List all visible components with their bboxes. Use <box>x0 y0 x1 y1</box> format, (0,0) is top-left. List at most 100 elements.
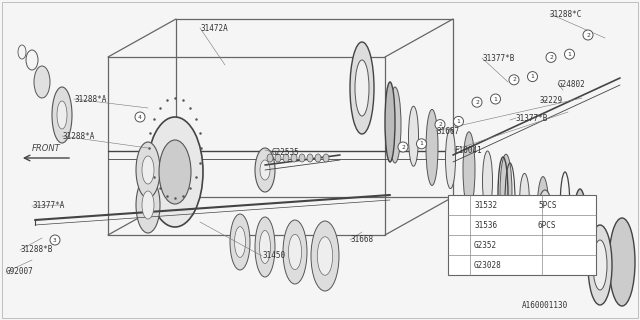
Ellipse shape <box>283 220 307 284</box>
Ellipse shape <box>355 60 369 116</box>
Ellipse shape <box>445 129 456 188</box>
Circle shape <box>398 142 408 152</box>
Text: G92007: G92007 <box>6 268 34 276</box>
Text: 1: 1 <box>457 202 461 208</box>
Text: 2: 2 <box>457 222 461 228</box>
Ellipse shape <box>483 151 493 211</box>
Text: G2352: G2352 <box>474 241 497 250</box>
Text: 1: 1 <box>456 119 460 124</box>
Ellipse shape <box>575 204 585 260</box>
Ellipse shape <box>260 160 270 180</box>
Text: 31377*A: 31377*A <box>32 202 65 211</box>
Ellipse shape <box>574 199 586 275</box>
Text: 2: 2 <box>586 33 590 37</box>
Ellipse shape <box>291 154 297 162</box>
Text: G24802: G24802 <box>558 79 586 89</box>
Text: 31288*A: 31288*A <box>62 132 94 140</box>
Circle shape <box>454 260 465 270</box>
Ellipse shape <box>593 240 607 290</box>
Ellipse shape <box>588 225 612 305</box>
Ellipse shape <box>259 230 271 263</box>
Text: 2: 2 <box>512 77 516 82</box>
Text: 31288*A: 31288*A <box>74 94 106 103</box>
Circle shape <box>454 239 465 251</box>
Text: 2: 2 <box>549 55 553 60</box>
Text: 31377*B: 31377*B <box>482 53 515 62</box>
Ellipse shape <box>537 190 553 250</box>
Ellipse shape <box>573 189 587 275</box>
Circle shape <box>509 75 519 85</box>
Ellipse shape <box>609 218 635 306</box>
Text: 31377*B: 31377*B <box>516 114 548 123</box>
Ellipse shape <box>311 221 339 291</box>
Ellipse shape <box>267 154 273 162</box>
Circle shape <box>435 120 445 130</box>
Circle shape <box>527 72 538 82</box>
Ellipse shape <box>234 227 246 257</box>
Ellipse shape <box>557 196 566 256</box>
Ellipse shape <box>315 154 321 162</box>
Bar <box>448 195 596 275</box>
Ellipse shape <box>283 154 289 162</box>
Ellipse shape <box>500 154 512 230</box>
Circle shape <box>490 94 500 104</box>
Text: 31472A: 31472A <box>200 23 228 33</box>
Ellipse shape <box>350 42 374 134</box>
Ellipse shape <box>255 148 275 192</box>
Ellipse shape <box>52 87 72 143</box>
Ellipse shape <box>323 154 329 162</box>
Text: F10041: F10041 <box>454 146 482 155</box>
Circle shape <box>50 235 60 245</box>
Ellipse shape <box>136 177 160 233</box>
Ellipse shape <box>289 234 301 269</box>
Text: 1: 1 <box>531 74 534 79</box>
Ellipse shape <box>142 191 154 219</box>
Circle shape <box>472 97 482 107</box>
Text: 6PCS: 6PCS <box>538 220 557 229</box>
Text: G22535: G22535 <box>272 148 300 156</box>
Text: 2: 2 <box>401 145 405 149</box>
Text: 32229: 32229 <box>540 95 563 105</box>
Circle shape <box>417 139 426 149</box>
Ellipse shape <box>385 82 395 162</box>
Text: 1: 1 <box>568 52 572 57</box>
Ellipse shape <box>463 132 475 208</box>
Text: 4: 4 <box>138 115 142 119</box>
Ellipse shape <box>307 154 313 162</box>
Text: A160001130: A160001130 <box>522 301 568 310</box>
Ellipse shape <box>426 109 438 185</box>
Ellipse shape <box>408 106 419 166</box>
Text: 31288*B: 31288*B <box>20 245 52 254</box>
Text: G23028: G23028 <box>474 260 502 269</box>
Text: 4: 4 <box>457 262 461 268</box>
Ellipse shape <box>255 217 275 277</box>
Text: 31536: 31536 <box>474 220 497 229</box>
Ellipse shape <box>147 117 203 227</box>
Circle shape <box>583 30 593 40</box>
Circle shape <box>454 199 465 211</box>
Text: 31668: 31668 <box>350 236 373 244</box>
Circle shape <box>564 49 575 59</box>
Circle shape <box>454 220 465 230</box>
Text: 31667: 31667 <box>436 126 459 135</box>
Text: 3: 3 <box>53 237 57 243</box>
Ellipse shape <box>389 87 401 163</box>
Text: 31288*C: 31288*C <box>550 10 582 19</box>
Ellipse shape <box>299 154 305 162</box>
Circle shape <box>546 52 556 62</box>
Ellipse shape <box>57 101 67 129</box>
Ellipse shape <box>537 177 549 252</box>
Text: 3: 3 <box>457 242 461 248</box>
Ellipse shape <box>317 237 333 275</box>
Text: 1: 1 <box>420 141 424 146</box>
Ellipse shape <box>230 214 250 270</box>
Ellipse shape <box>554 208 566 252</box>
Text: 2: 2 <box>438 122 442 127</box>
Ellipse shape <box>142 156 154 184</box>
Ellipse shape <box>136 142 160 198</box>
Ellipse shape <box>159 140 191 204</box>
Text: FRONT: FRONT <box>31 143 60 153</box>
Circle shape <box>454 116 463 126</box>
Text: 31532: 31532 <box>474 201 497 210</box>
Text: 5PCS: 5PCS <box>538 201 557 210</box>
